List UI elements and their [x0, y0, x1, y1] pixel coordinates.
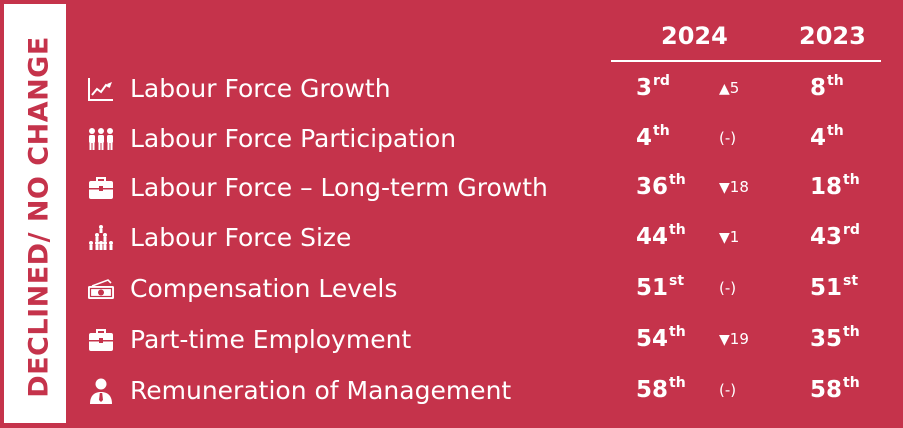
people-group-icon [86, 124, 116, 154]
change-value: (-) [719, 381, 737, 399]
rank-2024-value: 3 [636, 75, 653, 101]
rank-change: ▼18 [719, 178, 749, 196]
indicator-label: Labour Force Participation [130, 124, 457, 153]
change-value: 1 [729, 228, 740, 246]
indicator-label: Labour Force – Long-term Growth [130, 173, 548, 202]
rank-2023: 8th [810, 73, 844, 101]
rank-2023-suffix: th [827, 123, 844, 139]
change-arrow: ▼ [719, 332, 730, 348]
rank-2024: 36th [636, 172, 686, 200]
rank-change: (-) [719, 129, 736, 147]
rank-2023-suffix: th [843, 172, 860, 188]
manager-icon [86, 376, 116, 406]
rank-change: ▼19 [719, 330, 749, 348]
column-header-previous: 2023 [799, 22, 866, 50]
change-value: (-) [719, 129, 737, 147]
rank-2024-value: 58 [636, 377, 669, 403]
change-arrow: ▼ [719, 180, 730, 196]
ranking-row: Part-time Employment 54th ▼19 35th [0, 319, 903, 359]
column-header-current: 2024 [661, 22, 728, 50]
indicator-label: Labour Force Size [130, 223, 352, 252]
rank-2024: 51st [636, 273, 684, 301]
rank-2023: 58th [810, 375, 860, 403]
rank-2024-value: 4 [636, 125, 653, 151]
briefcase-icon [86, 325, 116, 355]
indicator-label: Compensation Levels [130, 274, 398, 303]
side-panel: DECLINED/ NO CHANGE [4, 4, 66, 423]
rank-change: (-) [719, 381, 736, 399]
rank-2024-suffix: st [669, 273, 685, 289]
change-value: 18 [729, 178, 749, 196]
rank-2024: 54th [636, 324, 686, 352]
rank-2024-suffix: th [669, 324, 686, 340]
rank-change: ▲5 [719, 79, 739, 97]
rank-2023-value: 4 [810, 125, 827, 151]
ranking-row: Compensation Levels 51st (-) 51st [0, 268, 903, 308]
rank-2023: 43rd [810, 222, 860, 250]
briefcase-icon [86, 173, 116, 203]
change-value: 5 [729, 79, 740, 97]
crowd-pyramid-icon [86, 223, 116, 253]
rank-2024-value: 44 [636, 224, 669, 250]
rank-2023-value: 51 [810, 275, 843, 301]
change-arrow: ▼ [719, 230, 730, 246]
cash-icon [86, 274, 116, 304]
rank-2023-suffix: rd [843, 222, 860, 238]
rank-2024-value: 51 [636, 275, 669, 301]
rank-2023-suffix: st [843, 273, 859, 289]
indicator-label: Labour Force Growth [130, 74, 391, 103]
rank-2024: 3rd [636, 73, 670, 101]
rank-2023-value: 18 [810, 174, 843, 200]
rank-2024-suffix: th [669, 172, 686, 188]
rank-2023-suffix: th [843, 375, 860, 391]
rank-2023-value: 58 [810, 377, 843, 403]
rank-2024-suffix: th [669, 222, 686, 238]
rank-2023-value: 8 [810, 75, 827, 101]
rank-2024-suffix: th [669, 375, 686, 391]
line-chart-icon [86, 74, 116, 104]
ranking-row: Remuneration of Management 58th (-) 58th [0, 370, 903, 410]
header-divider [611, 60, 881, 62]
rank-2023-suffix: th [843, 324, 860, 340]
change-value: 19 [729, 330, 749, 348]
rank-2023-suffix: th [827, 73, 844, 89]
rank-2024: 44th [636, 222, 686, 250]
rank-2023: 18th [810, 172, 860, 200]
ranking-row: Labour Force Participation 4th (-) 4th [0, 118, 903, 158]
indicator-label: Part-time Employment [130, 325, 412, 354]
indicator-label: Remuneration of Management [130, 376, 512, 405]
change-value: (-) [719, 279, 737, 297]
rank-2023-value: 35 [810, 326, 843, 352]
rank-2023: 35th [810, 324, 860, 352]
rank-change: ▼1 [719, 228, 739, 246]
ranking-row: Labour Force – Long-term Growth 36th ▼18 18… [0, 167, 903, 207]
rank-2024-suffix: th [653, 123, 670, 139]
rank-2023-value: 43 [810, 224, 843, 250]
rank-change: (-) [719, 279, 736, 297]
change-arrow: ▲ [719, 81, 730, 97]
ranking-row: Labour Force Size 44th ▼1 43rd [0, 217, 903, 257]
rank-2024: 58th [636, 375, 686, 403]
rank-2023: 51st [810, 273, 858, 301]
rank-2023: 4th [810, 123, 844, 151]
rank-2024-value: 36 [636, 174, 669, 200]
rank-2024-suffix: rd [653, 73, 670, 89]
ranking-row: Labour Force Growth 3rd ▲5 8th [0, 68, 903, 108]
rank-2024: 4th [636, 123, 670, 151]
rank-2024-value: 54 [636, 326, 669, 352]
